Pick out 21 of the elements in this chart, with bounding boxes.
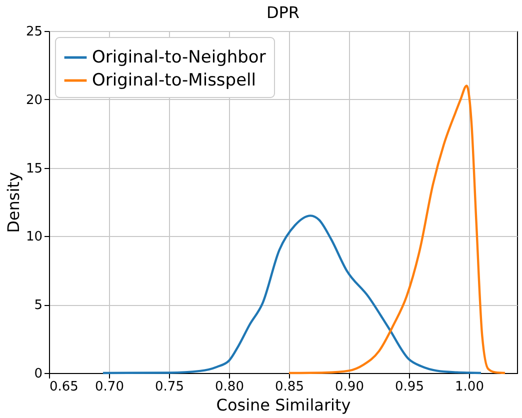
x-tick-label: 1.00 xyxy=(455,380,484,394)
y-tick-label: 0 xyxy=(34,366,42,382)
y-tick-label: 25 xyxy=(26,24,42,40)
chart-title: DPR xyxy=(266,3,300,22)
y-tick-label: 20 xyxy=(26,92,42,108)
y-tick-label: 10 xyxy=(26,230,42,245)
x-axis-title: Cosine Similarity xyxy=(216,396,351,414)
x-tick-label: 0.75 xyxy=(155,380,184,394)
line-series xyxy=(288,84,506,374)
legend-label: Original-to-Misspell xyxy=(92,70,256,90)
legend-label: Original-to-Neighbor xyxy=(92,48,266,68)
y-axis-title: Density xyxy=(4,172,23,233)
x-tick-label: 0.80 xyxy=(215,380,244,394)
y-tick-label: 15 xyxy=(26,161,42,176)
x-tick-label: 0.85 xyxy=(275,380,304,394)
x-tick-label: 0.90 xyxy=(335,380,364,394)
x-tick-label: 0.70 xyxy=(95,380,124,394)
x-tick-label: 0.65 xyxy=(50,380,78,394)
y-tick-label: 5 xyxy=(34,298,42,314)
line-series xyxy=(102,214,482,374)
x-tick-label: 0.95 xyxy=(395,380,424,394)
